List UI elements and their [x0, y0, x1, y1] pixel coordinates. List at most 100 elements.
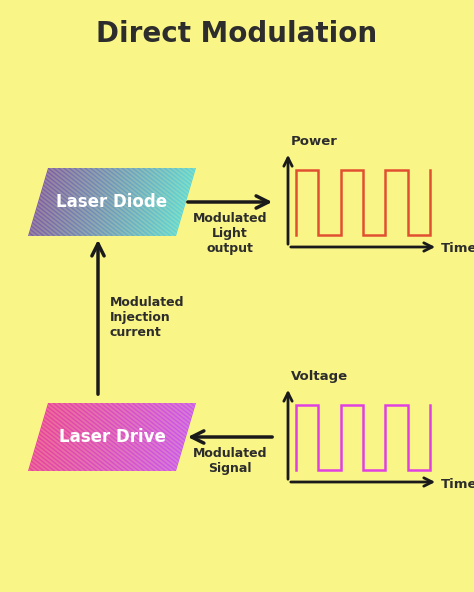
Polygon shape [40, 168, 62, 236]
Text: Modulated
Signal: Modulated Signal [193, 447, 267, 475]
Polygon shape [164, 168, 185, 236]
Polygon shape [67, 168, 89, 236]
Polygon shape [53, 403, 74, 471]
Polygon shape [95, 168, 116, 236]
Polygon shape [83, 168, 105, 236]
Polygon shape [36, 168, 58, 236]
Polygon shape [38, 168, 59, 236]
Polygon shape [93, 168, 115, 236]
Polygon shape [108, 403, 129, 471]
Polygon shape [101, 403, 122, 471]
Polygon shape [169, 168, 190, 236]
Polygon shape [113, 403, 134, 471]
Polygon shape [151, 168, 173, 236]
Text: Laser Drive: Laser Drive [59, 428, 165, 446]
Polygon shape [77, 403, 99, 471]
Polygon shape [124, 168, 146, 236]
Polygon shape [130, 168, 152, 236]
Polygon shape [66, 403, 88, 471]
Polygon shape [42, 403, 63, 471]
Polygon shape [96, 403, 117, 471]
Polygon shape [32, 403, 53, 471]
Polygon shape [159, 168, 180, 236]
Polygon shape [103, 403, 125, 471]
Polygon shape [45, 403, 66, 471]
Polygon shape [140, 403, 162, 471]
Polygon shape [146, 168, 168, 236]
Polygon shape [147, 403, 169, 471]
Polygon shape [45, 168, 66, 236]
Polygon shape [92, 168, 113, 236]
Polygon shape [167, 403, 189, 471]
Text: Voltage: Voltage [291, 370, 348, 383]
Polygon shape [95, 403, 116, 471]
Polygon shape [52, 403, 73, 471]
Polygon shape [170, 168, 191, 236]
Polygon shape [81, 168, 102, 236]
Polygon shape [114, 403, 136, 471]
Polygon shape [159, 403, 180, 471]
Polygon shape [165, 168, 186, 236]
Polygon shape [76, 168, 97, 236]
Polygon shape [112, 403, 133, 471]
Polygon shape [48, 403, 69, 471]
Polygon shape [157, 403, 179, 471]
Polygon shape [73, 403, 95, 471]
Polygon shape [36, 168, 56, 236]
Polygon shape [106, 168, 127, 236]
Polygon shape [87, 168, 109, 236]
Polygon shape [44, 403, 65, 471]
Polygon shape [102, 168, 123, 236]
Polygon shape [137, 403, 158, 471]
Polygon shape [85, 403, 106, 471]
Polygon shape [150, 403, 171, 471]
Polygon shape [141, 168, 163, 236]
Polygon shape [109, 168, 131, 236]
Polygon shape [165, 403, 186, 471]
Polygon shape [29, 403, 50, 471]
Polygon shape [90, 403, 111, 471]
Polygon shape [154, 403, 175, 471]
Polygon shape [149, 168, 170, 236]
Polygon shape [40, 403, 62, 471]
Polygon shape [50, 403, 72, 471]
Polygon shape [143, 168, 164, 236]
Polygon shape [93, 403, 115, 471]
Polygon shape [33, 168, 54, 236]
Polygon shape [114, 168, 136, 236]
Polygon shape [90, 168, 111, 236]
Polygon shape [117, 168, 138, 236]
Polygon shape [132, 168, 153, 236]
Polygon shape [80, 403, 101, 471]
Polygon shape [66, 168, 88, 236]
Polygon shape [76, 403, 97, 471]
Polygon shape [59, 168, 80, 236]
Polygon shape [128, 403, 149, 471]
Polygon shape [43, 168, 64, 236]
Polygon shape [109, 403, 131, 471]
Polygon shape [127, 168, 148, 236]
Polygon shape [102, 403, 123, 471]
Polygon shape [118, 168, 139, 236]
Polygon shape [61, 403, 82, 471]
Text: Time: Time [441, 243, 474, 256]
Polygon shape [138, 168, 159, 236]
Polygon shape [139, 403, 160, 471]
Polygon shape [60, 403, 82, 471]
Polygon shape [155, 403, 176, 471]
Polygon shape [97, 168, 118, 236]
Polygon shape [166, 403, 187, 471]
Polygon shape [166, 168, 187, 236]
Polygon shape [44, 168, 65, 236]
Polygon shape [173, 168, 193, 236]
Polygon shape [160, 168, 181, 236]
Polygon shape [170, 403, 191, 471]
Polygon shape [135, 403, 156, 471]
Polygon shape [145, 168, 166, 236]
Polygon shape [101, 168, 122, 236]
Polygon shape [126, 403, 146, 471]
Polygon shape [134, 403, 155, 471]
Polygon shape [120, 403, 142, 471]
Polygon shape [55, 168, 76, 236]
Polygon shape [34, 403, 55, 471]
